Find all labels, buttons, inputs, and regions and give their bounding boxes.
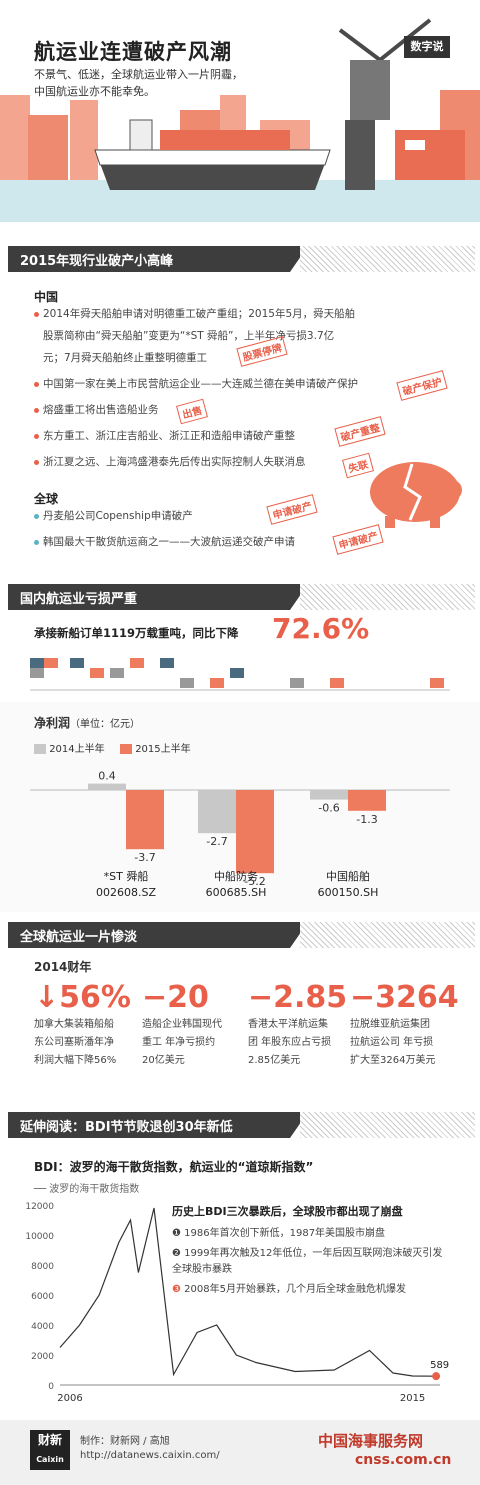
hero-banner: 航运业连遭破产风潮 不景气、低迷，全球航运业带入一片阴霾，中国航运业亦不能幸免。… [0, 0, 480, 222]
watermark-url: cnss.com.cn [355, 1452, 452, 1468]
stat-desc: 加拿大集装箱船船东公司塞斯潘年净利润大幅下降56% [34, 1019, 117, 1066]
last-point [432, 1372, 441, 1381]
list-item: 中国第一家在美上市民营航运企业——大连威兰德在美申请破产保护 [34, 374, 454, 394]
global-label: 全球 [34, 492, 59, 506]
section-title: 2015年现行业破产小高峰 [20, 254, 174, 269]
bar-2015 [348, 790, 386, 811]
y-tick-label: 10000 [25, 1232, 54, 1242]
stat-number: ↓56% [34, 980, 131, 1015]
bdi-note-title: 历史上BDI三次暴跌后，全球股市都出现了崩盘 [172, 1205, 403, 1218]
url[interactable]: http://datanews.caixin.com/ [80, 1450, 220, 1461]
credit: 制作：财新网 / 高旭 [80, 1436, 170, 1447]
data-label: -1.3 [356, 813, 377, 826]
bdi-series-line [59, 1207, 437, 1377]
broken-piggy-bank-icon [370, 462, 462, 528]
category-code: 002608.SZ [96, 886, 156, 899]
stat-desc: 造船企业韩国现代重工 年净亏损约20亿美元 [142, 1019, 222, 1066]
bar-2015 [236, 790, 274, 874]
section-header-2: 国内航运业亏损严重 [0, 580, 480, 612]
fiscal-year: 2014财年 [34, 960, 92, 974]
section-title: 国内航运业亏损严重 [20, 592, 138, 607]
category-label: 中国船舶 [326, 869, 370, 883]
last-point-label: 589 [430, 1360, 449, 1371]
page-subtitle: 不景气、低迷，全球航运业带入一片阴霾，中国航运业亦不能幸免。 [34, 68, 243, 98]
brand-badge: 数字说 [404, 36, 450, 58]
y-tick-label: 6000 [31, 1292, 54, 1302]
category-label: *ST 舜船 [104, 869, 149, 883]
bdi-note-3: ❸ 2008年5月开始暴跌，几个月后全球金融危机爆发 [172, 1284, 406, 1295]
bdi-note-2: ❷ 1999年再次触及12年低位，一年后因互联网泡沫破灭引发全球股市暴跌 [172, 1248, 443, 1275]
bar-2014 [198, 790, 236, 834]
section-title: 全球航运业一片惨淡 [20, 930, 138, 945]
data-label: -0.6 [318, 802, 339, 815]
caixin-logo: 财新 Caixin [30, 1430, 70, 1470]
watermark: 中国海事服务网 [318, 1432, 424, 1450]
data-label: 0.4 [98, 770, 116, 783]
legend-2015: 2015上半年 [120, 740, 191, 755]
hero-illustration [0, 18, 480, 222]
stamp: 破产重整 [334, 416, 386, 447]
category-code: 600685.SH [206, 886, 267, 899]
bdi-title: BDI：波罗的海干散货指数，航运业的“道琼斯指数” [34, 1160, 314, 1174]
orders-percent: 72.6% [272, 612, 370, 645]
section-header-3: 全球航运业一片惨淡 [0, 918, 480, 950]
legend-2014: 2014上半年 [34, 740, 105, 755]
stat-desc: 香港太平洋航运集团 年股东应占亏损2.85亿美元 [248, 1019, 332, 1066]
stat-number: −20 [142, 980, 209, 1015]
list-item: 浙江夏之远、上海鸿盛港泰先后传出实际控制人失联消息 [34, 452, 364, 472]
footer: 财新 Caixin 制作：财新网 / 高旭 http://datanews.cai… [0, 1420, 480, 1485]
orders-text: 承接新船订单1119万载重吨，同比下降 [34, 626, 239, 640]
data-label: -3.7 [134, 851, 155, 864]
x-tick-label: 2015 [400, 1393, 425, 1404]
category-label: 中船防务 [214, 869, 258, 883]
list-item-cont: 股票简称由“舜天船舶”变更为“*ST 舜船”，上半年净亏损3.7亿 [43, 330, 335, 342]
stat-number: −3264 [350, 980, 459, 1015]
list-item: 2014年舜天船舶申请对明德重工破产重组；2015年5月，舜天船舶 [34, 304, 434, 324]
y-tick-label: 8000 [31, 1262, 54, 1272]
list-item: 熔盛重工将出售造船业务 [34, 400, 334, 420]
stat-desc: 拉脱维亚航运集团拉航运公司 年亏损扩大至3264万美元 [350, 1019, 436, 1066]
y-tick-label: 4000 [31, 1322, 54, 1332]
y-tick-label: 0 [48, 1382, 54, 1392]
bar-2015 [126, 790, 164, 850]
category-code: 600150.SH [318, 886, 379, 899]
list-item-cont: 元；7月舜天船舶终止重整明德重工 [43, 352, 208, 364]
y-tick-label: 12000 [25, 1202, 54, 1212]
bdi-note-1: ❶ 1986年首次创下新低，1987年美国股市崩盘 [172, 1228, 386, 1239]
page-title: 航运业连遭破产风潮 [34, 40, 232, 64]
x-tick-label: 2006 [57, 1393, 82, 1404]
bdi-legend: ── 波罗的海干散货指数 [34, 1184, 140, 1195]
bar-2014 [310, 790, 348, 800]
data-label: -2.7 [206, 835, 227, 848]
data-label: -5.2 [244, 875, 265, 888]
section-title: 延伸阅读：BDI节节败退创30年新低 [20, 1120, 233, 1135]
y-tick-label: 2000 [31, 1352, 54, 1362]
list-item: 丹麦船公司Copenship申请破产 [34, 506, 334, 526]
section-header-1: 2015年现行业破产小高峰 [0, 242, 480, 274]
china-label: 中国 [34, 290, 59, 304]
container-stacks-illustration [30, 658, 450, 691]
section-header-4: 延伸阅读：BDI节节败退创30年新低 [0, 1108, 480, 1140]
stat-number: −2.85 [248, 980, 348, 1015]
bar-2014 [88, 783, 126, 790]
list-item: 东方重工、浙江庄吉船业、浙江正和造船申请破产重整 [34, 426, 354, 446]
profit-title: 净利润（单位：亿元） [34, 716, 141, 730]
list-item: 韩国最大干散货航运商之一——大波航运递交破产申请 [34, 532, 354, 552]
